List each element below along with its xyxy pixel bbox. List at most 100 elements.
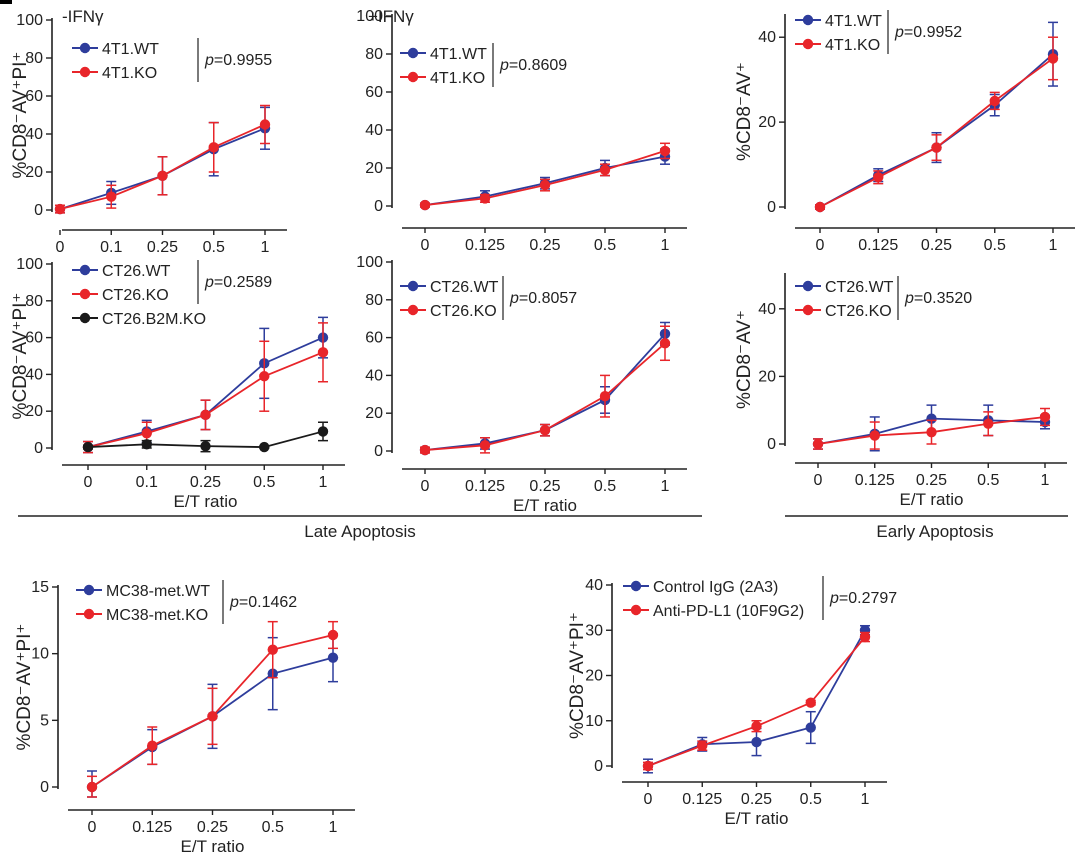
y-tick-label: 20 bbox=[365, 160, 383, 177]
legend-label: CT26.WT bbox=[430, 279, 499, 296]
y-tick-label: 80 bbox=[365, 292, 383, 309]
legend-swatch-marker bbox=[83, 584, 95, 596]
data-point-red bbox=[106, 191, 117, 202]
pvalue-text: p=0.9955 bbox=[204, 52, 272, 69]
legend-swatch-marker bbox=[630, 604, 642, 616]
pvalue-text: p=0.2797 bbox=[829, 590, 897, 607]
data-point-red bbox=[1047, 53, 1059, 64]
pvalue-value: =0.2589 bbox=[214, 274, 272, 291]
legend-label: MC38-met.KO bbox=[106, 607, 208, 624]
pvalue-symbol: p bbox=[894, 24, 904, 41]
y-tick-label: 80 bbox=[25, 293, 43, 310]
x-axis-title: E/T ratio bbox=[725, 809, 789, 828]
data-point-red bbox=[259, 371, 270, 382]
late-apoptosis-label: Late Apoptosis bbox=[304, 522, 416, 541]
chart-title: -IFNγ bbox=[62, 7, 104, 26]
data-point-red bbox=[419, 444, 431, 456]
y-tick-label: 60 bbox=[365, 330, 383, 347]
legend: 4T1.WT 4T1.KO bbox=[72, 41, 159, 82]
legend-label: Anti-PD-L1 (10F9G2) bbox=[653, 603, 804, 620]
legend-label: 4T1.KO bbox=[825, 37, 880, 54]
legend: CT26.WT CT26.KO bbox=[795, 279, 894, 320]
x-tick-label: 0 bbox=[421, 478, 430, 495]
legend: CT26.WT CT26.KO bbox=[400, 279, 499, 320]
y-tick-label: 40 bbox=[758, 301, 776, 318]
x-tick-label: 0 bbox=[816, 237, 825, 254]
legend-swatch-marker bbox=[407, 304, 419, 316]
y-tick-label: 30 bbox=[585, 622, 603, 639]
y-tick-label: 0 bbox=[40, 779, 49, 796]
pvalue-value: =0.2797 bbox=[839, 590, 897, 607]
data-point-red bbox=[659, 338, 671, 349]
pvalue-value: =0.1462 bbox=[239, 594, 297, 611]
legend-swatch-marker bbox=[630, 580, 642, 592]
x-tick-label: 1 bbox=[261, 239, 270, 256]
x-tick-label: 1 bbox=[319, 474, 328, 491]
data-point-red bbox=[54, 203, 66, 215]
legend-swatch-marker bbox=[802, 304, 814, 316]
x-tick-label: 0.125 bbox=[855, 472, 895, 489]
x-tick-label: 0.125 bbox=[465, 478, 505, 495]
legend-swatch-marker bbox=[802, 280, 814, 292]
y-axis-label: %CD8⁻AV⁺ bbox=[734, 310, 755, 409]
data-point-black bbox=[317, 426, 329, 437]
early-apoptosis-label: Early Apoptosis bbox=[876, 522, 993, 541]
y-tick-label: 20 bbox=[585, 668, 603, 685]
y-tick-label: 40 bbox=[25, 126, 43, 143]
data-point-red bbox=[86, 781, 98, 793]
data-point-red bbox=[931, 142, 942, 153]
y-tick-label: 10 bbox=[31, 646, 49, 663]
data-point-red bbox=[642, 760, 654, 772]
y-tick-label: 100 bbox=[356, 254, 383, 271]
x-tick-label: 0.5 bbox=[594, 237, 616, 254]
legend-label: Control IgG (2A3) bbox=[653, 579, 778, 596]
y-axis-label: %CD8⁻AV⁺PI⁺ bbox=[567, 612, 588, 739]
data-point-red bbox=[599, 390, 611, 402]
chart-panel-p5: 0 20 40 60 80 100 0 0.125 0.25 0.5 1 CT26.WT CT26.KO… bbox=[356, 254, 687, 515]
data-point-red bbox=[317, 347, 329, 358]
chart-panel-p6: 0 20 40 0 0.125 0.25 0.5 1 %CD8⁻AV⁺ CT26.WT CT26.K… bbox=[734, 273, 1067, 509]
data-point-red bbox=[869, 430, 880, 441]
y-tick-label: 80 bbox=[25, 50, 43, 67]
data-point-red bbox=[147, 740, 158, 751]
x-axis-title: E/T ratio bbox=[900, 490, 964, 509]
legend-label: 4T1.WT bbox=[102, 41, 159, 58]
y-tick-label: 40 bbox=[758, 29, 776, 46]
y-tick-label: 60 bbox=[25, 88, 43, 105]
x-tick-label: 1 bbox=[861, 791, 870, 808]
x-tick-label: 0.25 bbox=[529, 237, 560, 254]
panel-corner-mark bbox=[0, 0, 12, 4]
legend: MC38-met.WT MC38-met.KO bbox=[76, 583, 210, 624]
x-tick-label: 0 bbox=[84, 474, 93, 491]
legend-label: 4T1.KO bbox=[430, 70, 485, 87]
y-tick-label: 0 bbox=[594, 758, 603, 775]
y-tick-label: 20 bbox=[25, 164, 43, 181]
y-tick-label: 0 bbox=[34, 440, 43, 457]
data-point-red bbox=[479, 193, 491, 204]
pvalue-symbol: p bbox=[204, 274, 214, 291]
x-tick-label: 0.125 bbox=[132, 819, 172, 836]
y-tick-label: 100 bbox=[16, 12, 43, 29]
y-axis-label: %CD8⁻AV⁺PI⁺ bbox=[10, 52, 31, 179]
pvalue-symbol: p bbox=[509, 290, 519, 307]
y-tick-label: 40 bbox=[365, 367, 383, 384]
data-point-red bbox=[659, 145, 671, 157]
legend-label: CT26.WT bbox=[825, 279, 894, 296]
chart-panel-p7: 0 5 10 15 0 0.125 0.25 0.5 1 %CD8⁻AV⁺PI⁺ MC38-met.… bbox=[14, 579, 355, 856]
legend-swatch-marker bbox=[407, 71, 419, 83]
y-tick-label: 0 bbox=[767, 436, 776, 453]
x-tick-label: 0 bbox=[88, 819, 97, 836]
data-point-red bbox=[989, 95, 1000, 107]
y-tick-label: 0 bbox=[767, 199, 776, 216]
y-tick-label: 100 bbox=[16, 256, 43, 273]
x-tick-label: 0.25 bbox=[529, 478, 560, 495]
x-tick-label: 0.5 bbox=[800, 791, 822, 808]
legend-swatch-marker bbox=[407, 47, 419, 59]
pvalue-text: p=0.9952 bbox=[894, 24, 962, 41]
y-tick-label: 60 bbox=[365, 84, 383, 101]
x-tick-label: 0.25 bbox=[916, 472, 947, 489]
data-point-red bbox=[208, 142, 219, 153]
data-point-red bbox=[1039, 411, 1051, 423]
legend: 4T1.WT 4T1.KO bbox=[400, 46, 487, 87]
